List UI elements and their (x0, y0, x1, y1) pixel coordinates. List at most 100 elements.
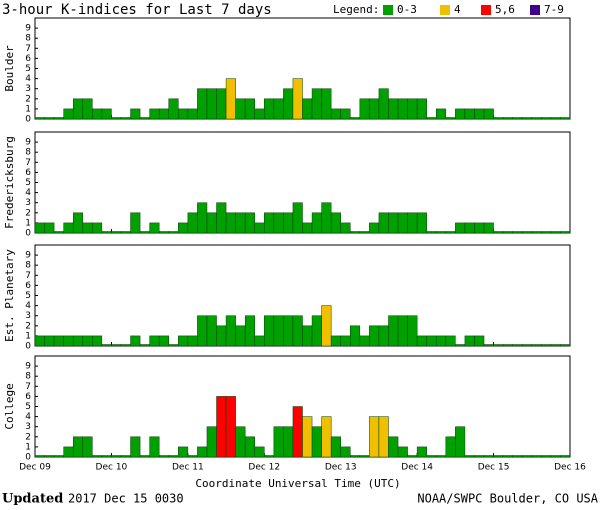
bar (407, 98, 418, 120)
bar (350, 117, 361, 120)
bar (407, 455, 418, 458)
bar (483, 455, 494, 458)
updated-time: 2017 Dec 15 0030 (68, 492, 184, 506)
legend-swatch (383, 5, 393, 15)
bar (388, 436, 399, 458)
bar (139, 344, 150, 347)
bar (168, 455, 179, 458)
legend-label: 0-3 (397, 3, 417, 16)
bar (407, 212, 418, 234)
bar (521, 117, 533, 120)
bar (264, 212, 275, 234)
bar (455, 344, 466, 347)
bar (560, 231, 571, 234)
y-tick-label: 3 (25, 84, 31, 94)
bar (149, 335, 160, 347)
bar (178, 108, 189, 120)
y-tick-label: 8 (25, 148, 31, 158)
bar (53, 335, 64, 347)
y-tick-label: 5 (25, 402, 31, 412)
bar (560, 455, 571, 458)
bar (44, 117, 55, 120)
bar (359, 98, 370, 120)
x-tick-label: Dec 14 (401, 463, 433, 473)
bar (302, 325, 313, 347)
bar (34, 455, 45, 458)
bar (235, 98, 246, 120)
bar (359, 455, 370, 458)
legend-swatch (481, 5, 491, 15)
bar (493, 117, 504, 120)
y-tick-label: 7 (25, 271, 31, 281)
bar (292, 202, 303, 234)
bar (72, 436, 84, 458)
y-tick-label: 4 (25, 188, 31, 198)
bar (111, 117, 122, 120)
bar (120, 455, 131, 458)
bar (292, 315, 303, 347)
bar (63, 335, 74, 347)
bar (130, 108, 141, 120)
bar (321, 202, 332, 234)
y-tick-label: 0 (25, 342, 31, 352)
bar (264, 455, 275, 458)
bar (474, 108, 485, 120)
bar (120, 344, 131, 347)
y-tick-label: 9 (25, 251, 31, 261)
bar (92, 455, 103, 458)
bar (464, 455, 475, 458)
bar (168, 231, 179, 234)
bar (34, 222, 45, 234)
bar (273, 315, 284, 347)
bar (302, 416, 313, 458)
bar (244, 315, 255, 347)
bar (541, 117, 552, 120)
bar (225, 315, 236, 347)
bar (149, 436, 160, 458)
legend-label: 5,6 (495, 3, 515, 16)
bar (225, 78, 236, 120)
bar (158, 231, 169, 234)
bar (512, 455, 523, 458)
y-tick-label: 6 (25, 392, 31, 402)
bar (388, 98, 399, 120)
bar (111, 344, 122, 347)
bar (350, 231, 361, 234)
bar (359, 231, 370, 234)
x-tick-label: Dec 13 (325, 463, 357, 473)
y-tick-label: 1 (25, 331, 31, 341)
bar (92, 108, 103, 120)
bar (206, 212, 217, 234)
bar (292, 406, 303, 458)
bar (321, 88, 332, 120)
y-tick-label: 2 (25, 208, 31, 218)
bar (378, 325, 389, 347)
bar (378, 212, 389, 234)
bar (92, 222, 103, 234)
bar (416, 446, 427, 458)
bar (550, 344, 561, 347)
bar (483, 344, 494, 347)
bar (311, 212, 322, 234)
bar (436, 455, 447, 458)
bar (168, 98, 179, 120)
y-tick-label: 4 (25, 412, 31, 422)
bar (72, 212, 84, 234)
bar (34, 117, 45, 120)
bar (512, 231, 523, 234)
bar (53, 117, 64, 120)
bar (359, 335, 370, 347)
bar (149, 222, 160, 234)
bar (82, 98, 93, 120)
bar (292, 78, 303, 120)
bar (369, 325, 380, 347)
y-tick-label: 1 (25, 442, 31, 452)
y-tick-label: 3 (25, 422, 31, 432)
bar (63, 108, 74, 120)
bar (493, 344, 504, 347)
bar (244, 98, 255, 120)
bar (369, 98, 380, 120)
y-tick-label: 2 (25, 94, 31, 104)
bar (541, 344, 552, 347)
bar (502, 344, 513, 347)
